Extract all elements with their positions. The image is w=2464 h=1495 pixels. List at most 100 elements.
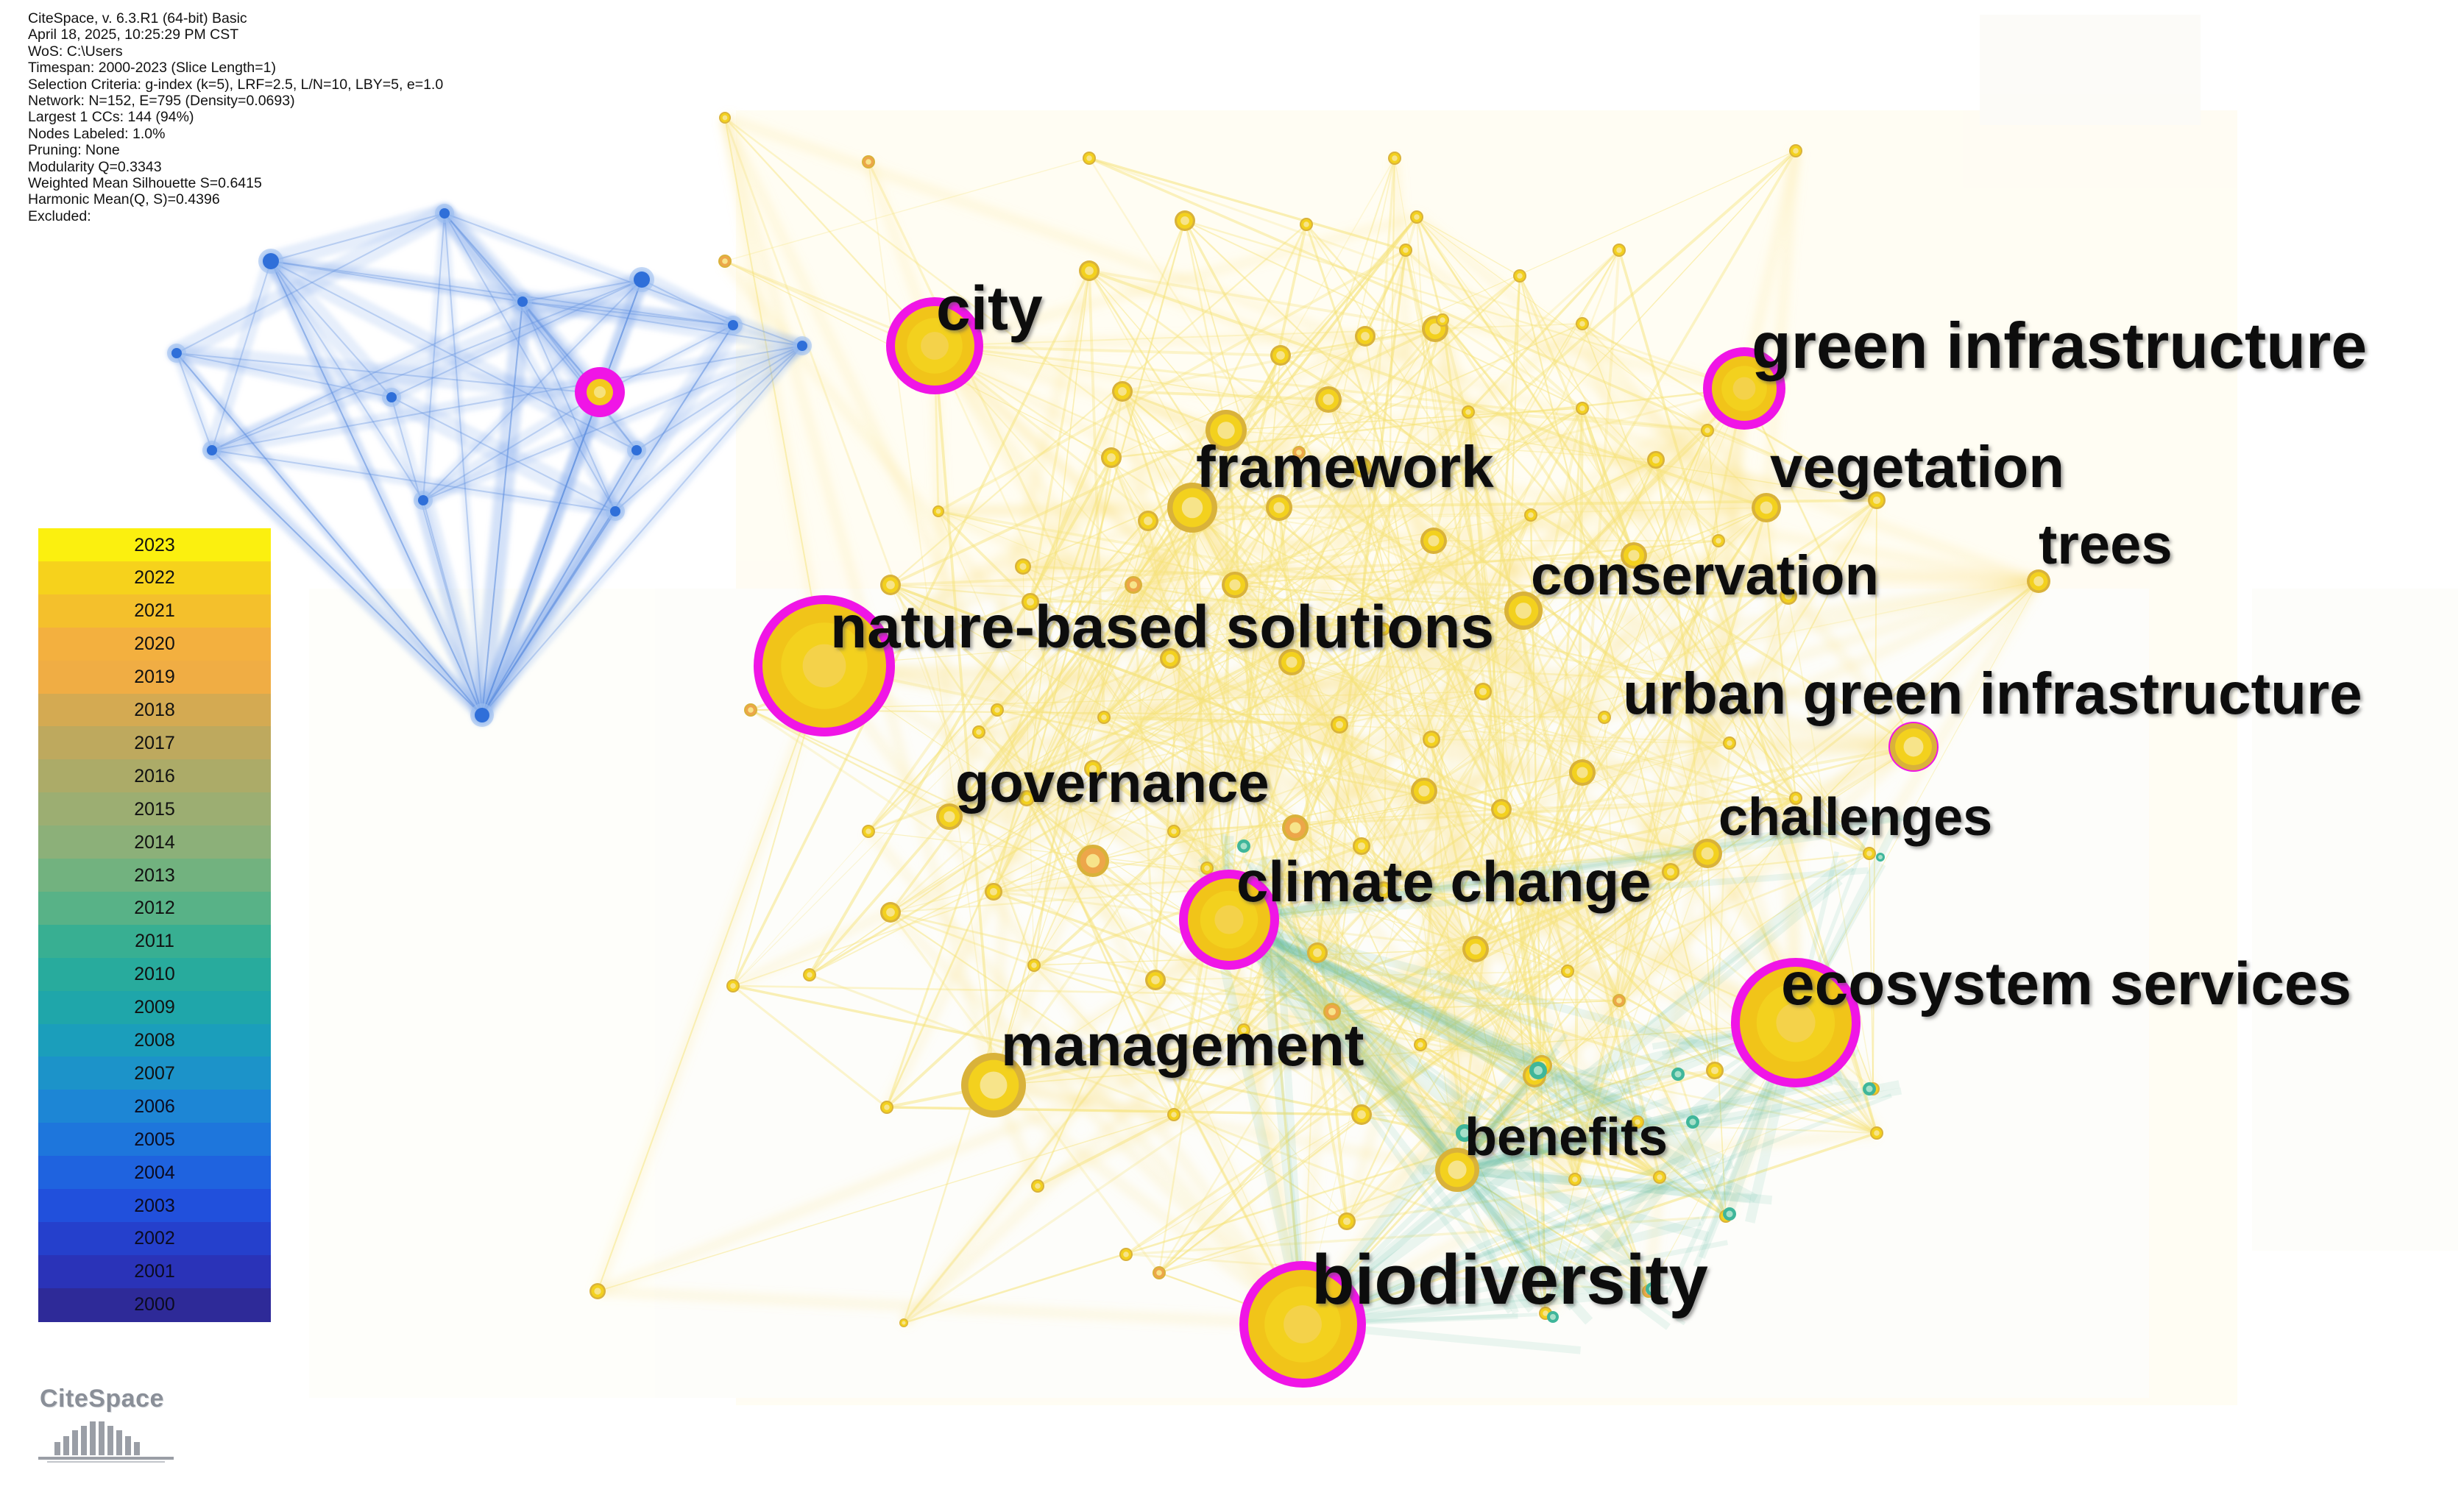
node-core <box>1710 1066 1719 1075</box>
edge <box>1132 583 1341 726</box>
edge <box>1029 601 1094 862</box>
edge <box>1184 220 1583 409</box>
edge <box>890 717 1105 913</box>
edge <box>475 386 607 722</box>
edge <box>440 209 486 720</box>
edge <box>1026 798 1303 1325</box>
edge <box>1169 408 1583 659</box>
node-core <box>865 159 871 165</box>
node <box>207 445 217 455</box>
edge <box>1030 601 1796 799</box>
edge <box>809 973 1649 1293</box>
node-core <box>1727 740 1732 746</box>
node <box>631 445 642 455</box>
edge <box>1225 430 1231 920</box>
edge <box>1456 809 1503 1171</box>
edge <box>1688 680 1870 854</box>
node-core <box>886 908 895 917</box>
edge <box>1088 270 1227 431</box>
edge <box>1158 1114 1362 1274</box>
edge <box>481 324 734 716</box>
edge <box>1122 390 1583 774</box>
legend-year-2003: 2003 <box>38 1189 271 1223</box>
edge <box>1121 391 1363 1115</box>
edge <box>1033 964 1660 1179</box>
edge <box>1456 1087 1902 1173</box>
edge <box>993 870 1671 1087</box>
edge <box>1133 583 1690 682</box>
edge <box>1088 269 1436 330</box>
edge <box>732 860 1094 987</box>
info-line: Selection Criteria: g-index (k=5), LRF=2… <box>28 76 444 93</box>
edge <box>1361 798 1796 1115</box>
edge <box>1327 399 1727 1217</box>
edge <box>808 335 1367 976</box>
edge <box>1247 862 1460 1172</box>
edge <box>1339 514 1532 725</box>
node-core <box>989 887 998 896</box>
edge <box>890 584 1620 1001</box>
node-core <box>1576 767 1588 778</box>
edge <box>1233 452 1300 586</box>
edge <box>1125 1215 1727 1256</box>
edge <box>977 335 1367 734</box>
edge <box>996 709 1708 855</box>
edge <box>422 500 483 716</box>
edge <box>1317 951 1877 1134</box>
edge <box>1299 858 1849 1328</box>
edge <box>732 984 888 1109</box>
legend-year-2015: 2015 <box>38 792 271 827</box>
node-core <box>1635 1119 1640 1125</box>
edge <box>1228 852 1870 921</box>
node-core <box>1674 1070 1682 1078</box>
edge <box>1456 1080 1900 1174</box>
edge <box>993 520 1149 1086</box>
edge <box>1103 716 1708 855</box>
edge <box>1227 915 1548 1068</box>
edge <box>1025 798 1304 1325</box>
edge <box>1102 355 1282 718</box>
edge <box>1423 790 1520 902</box>
node-core <box>1704 427 1710 433</box>
edge <box>1331 1010 1660 1179</box>
edge <box>1029 220 1186 603</box>
edge <box>1534 853 1870 1076</box>
edge <box>176 352 213 451</box>
edge <box>1192 507 1605 718</box>
edge <box>1133 584 1384 630</box>
edge <box>886 1106 1362 1116</box>
edge <box>1228 915 1554 1034</box>
edge <box>1226 917 1534 1313</box>
edge <box>1707 429 1877 502</box>
edge <box>724 260 1524 612</box>
edge <box>422 393 601 501</box>
node-core <box>1342 1217 1351 1226</box>
edge <box>1290 661 1650 1292</box>
edge <box>1133 584 1208 869</box>
edge <box>992 584 1135 1086</box>
edge <box>1228 812 1904 925</box>
legend-year-2005: 2005 <box>38 1123 271 1157</box>
edge <box>1441 319 1543 1066</box>
info-line: Excluded: <box>28 207 91 224</box>
node-core <box>1689 1118 1696 1126</box>
legend-year-2007: 2007 <box>38 1057 271 1091</box>
edge <box>902 584 1135 1324</box>
node-core <box>1303 221 1309 227</box>
edge <box>1110 457 1459 1171</box>
edge <box>1133 274 1520 586</box>
edge <box>471 291 534 726</box>
edge <box>902 918 1231 1324</box>
edge <box>176 352 483 716</box>
keyword-label: biodiversity <box>1311 1240 1708 1319</box>
edge <box>270 260 637 451</box>
node-core <box>902 1321 906 1325</box>
legend-year-2004: 2004 <box>38 1156 271 1190</box>
edge <box>270 260 424 501</box>
edge <box>1158 459 1657 1274</box>
edge <box>522 301 803 347</box>
edge <box>1092 739 1432 862</box>
edge <box>933 345 1105 718</box>
edge <box>1456 1165 1752 1204</box>
legend-year-2016: 2016 <box>38 759 271 794</box>
